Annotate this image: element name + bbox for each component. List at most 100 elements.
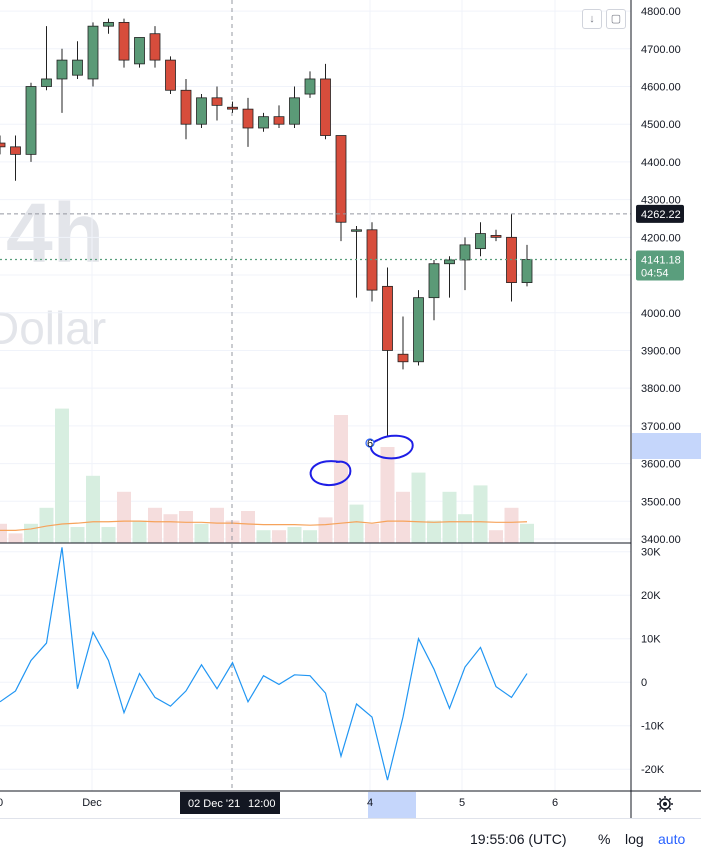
candle-body	[242, 108, 254, 129]
svg-text:04:54: 04:54	[641, 268, 669, 280]
price-tick-label: 4300.00	[641, 195, 681, 207]
candle-body	[0, 142, 6, 148]
svg-text:12:00: 12:00	[248, 798, 276, 810]
volume-bar	[272, 530, 286, 543]
indicator-line	[0, 547, 528, 781]
volume-bar	[194, 523, 209, 543]
indicator-tick-label: -20K	[641, 764, 665, 776]
volume-bar	[241, 511, 255, 543]
volume-bar	[256, 530, 271, 543]
candle-body	[72, 59, 83, 76]
candle-body	[149, 33, 161, 61]
fullscreen-icon[interactable]: ▢	[606, 9, 626, 29]
volume-bar	[349, 504, 364, 543]
volume-bar	[504, 507, 519, 543]
time-range-highlight	[368, 792, 416, 818]
price-tick-label: 4800.00	[641, 6, 681, 18]
time-tick-label: 5	[459, 797, 465, 809]
log-toggle[interactable]: log	[625, 831, 644, 847]
candle-body	[397, 353, 409, 363]
volume-bar	[396, 491, 410, 543]
percent-toggle[interactable]: %	[598, 831, 611, 847]
price-axis-bg	[631, 0, 701, 818]
auto-toggle[interactable]: auto	[658, 831, 686, 847]
candle-body	[180, 89, 192, 125]
candle-body	[10, 146, 21, 155]
volume-bar	[334, 415, 348, 543]
time-tick-label: 0	[0, 797, 3, 809]
candle-body	[490, 235, 502, 238]
marker-label: 6	[367, 438, 373, 450]
candle-body	[41, 78, 52, 87]
svg-text:4262.22: 4262.22	[641, 209, 681, 221]
volume-bar	[210, 507, 224, 543]
high-price-label: 4262.22	[636, 204, 684, 223]
volume-bar	[179, 511, 193, 543]
volume-bar	[318, 517, 333, 543]
candle-body	[134, 37, 145, 65]
candle-body	[382, 285, 393, 351]
time-tick-label: 6	[552, 797, 558, 809]
volume-bars	[0, 408, 534, 543]
volume-bar	[39, 507, 54, 543]
candle-body	[227, 106, 238, 110]
volume-bar	[8, 533, 23, 543]
candle-body	[56, 59, 68, 80]
volume-bar	[148, 507, 162, 543]
drawing-annotations[interactable]: 6	[309, 434, 414, 486]
volume-bar	[0, 523, 7, 543]
indicator-axis[interactable]: 30K 20K 10K 0 -10K -20K	[641, 547, 665, 777]
crosshair-time-label: 02 Dec '21 12:00	[180, 792, 280, 814]
settings-gear-icon[interactable]	[657, 796, 673, 812]
volume-bar	[287, 527, 302, 543]
svg-text:4141.18: 4141.18	[641, 255, 681, 267]
anchor-handle[interactable]	[365, 438, 375, 448]
candle-body	[335, 135, 347, 223]
price-range-highlight	[632, 433, 701, 459]
candle-body	[118, 21, 130, 61]
candle-body	[428, 263, 440, 299]
price-tick-label: 3800.00	[641, 383, 681, 395]
arrow-down-icon[interactable]: ↓	[582, 9, 602, 29]
volume-bar	[458, 514, 472, 543]
clock-label[interactable]: 19:55:06 (UTC)	[470, 831, 567, 847]
candle-body	[289, 97, 300, 125]
currency-watermark: Dollar	[0, 302, 106, 354]
volume-ma-line	[0, 520, 528, 531]
price-tick-label: 4500.00	[641, 119, 681, 131]
volume-bar	[380, 447, 395, 543]
volume-bar	[55, 408, 69, 543]
price-tick-label: 3400.00	[641, 534, 681, 546]
candle-body	[475, 233, 486, 250]
candle-body	[413, 297, 424, 363]
volume-bar	[473, 485, 488, 543]
chart-canvas[interactable]: 4h Dollar 6 4800.00 4700.00 4600.00 4500.00…	[0, 0, 701, 818]
bottom-bar: 19:55:06 (UTC) % log auto	[0, 818, 701, 865]
volume-bar	[24, 523, 38, 543]
volume-bar	[303, 530, 317, 543]
interval-watermark: 4h	[6, 186, 104, 280]
candle-body	[165, 59, 176, 91]
volume-bar	[70, 527, 85, 543]
price-tick-label: 4700.00	[641, 44, 681, 56]
price-tick-label: 3700.00	[641, 421, 681, 433]
candle-body	[25, 86, 37, 155]
volume-bar	[101, 527, 116, 543]
volume-bar	[427, 520, 441, 543]
volume-bar	[117, 491, 131, 543]
candle-body	[351, 229, 362, 232]
volume-bar	[365, 523, 379, 543]
volume-bar	[442, 491, 457, 543]
time-axis[interactable]: 0 Dec 4 5 6	[0, 797, 558, 809]
candle-body	[258, 116, 269, 129]
volume-bar	[411, 472, 426, 543]
price-tick-label: 3500.00	[641, 496, 681, 508]
candle-body	[103, 21, 114, 27]
indicator-tick-label: -10K	[641, 721, 665, 733]
price-tick-label: 4200.00	[641, 232, 681, 244]
indicator-tick-label: 20K	[641, 590, 661, 602]
last-price-label: 4141.18 04:54	[636, 250, 684, 281]
price-tick-label: 4000.00	[641, 308, 681, 320]
price-tick-label: 4400.00	[641, 157, 681, 169]
indicator-tick-label: 10K	[641, 634, 661, 646]
